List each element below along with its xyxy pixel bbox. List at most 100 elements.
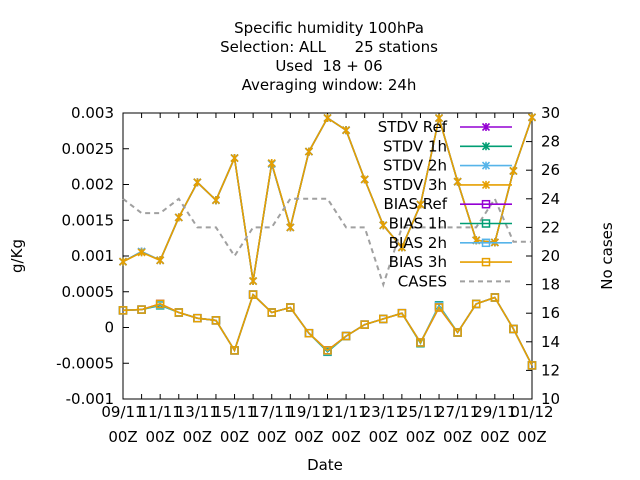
series-line-stdv-1h bbox=[122, 116, 533, 282]
data-point-bias-3h bbox=[490, 293, 500, 302]
x-tick-label-date: 27/11 bbox=[436, 403, 479, 421]
chart-title-line-3: Used 18 + 06 bbox=[275, 57, 382, 75]
x-tick-label-date: 09/11 bbox=[101, 403, 144, 421]
y-tick-label: -0.0005 bbox=[56, 354, 114, 372]
y2-tick-label: 12 bbox=[541, 361, 560, 379]
data-point-stdv-3h bbox=[174, 213, 183, 222]
data-point-bias-3h bbox=[118, 306, 128, 315]
legend-label-bias-3h: BIAS 3h bbox=[389, 253, 447, 271]
data-point-bias-3h bbox=[527, 361, 537, 370]
legend-label-cases: CASES bbox=[398, 272, 447, 290]
series-line-bias-3h bbox=[122, 293, 533, 366]
data-point-bias-3h bbox=[397, 308, 407, 318]
legend-entry-bias-3h: BIAS 3h bbox=[389, 253, 512, 271]
x-tick-label-date: 25/11 bbox=[399, 403, 442, 421]
legend-entry-cases: CASES bbox=[398, 272, 512, 290]
data-point-stdv-3h bbox=[527, 113, 537, 122]
data-point-stdv-3h bbox=[453, 177, 462, 186]
data-point-stdv-3h bbox=[379, 221, 388, 230]
chart-title-line-4: Averaging window: 24h bbox=[242, 76, 417, 94]
x-tick-label-time: 00Z bbox=[257, 428, 286, 446]
y-tick-label: 0.003 bbox=[71, 104, 114, 122]
legend-entry-stdv-3h: STDV 3h bbox=[383, 176, 512, 194]
y2-tick-label: 14 bbox=[541, 333, 560, 351]
legend-entry-stdv-2h: STDV 2h bbox=[383, 157, 512, 175]
y2-tick-label: 22 bbox=[541, 218, 560, 236]
data-point-stdv-3h bbox=[267, 158, 276, 168]
legend-label-stdv-3h: STDV 3h bbox=[383, 176, 447, 194]
x-tick-label-date: 15/11 bbox=[213, 403, 256, 421]
x-tick-label-date: 01/12 bbox=[510, 403, 553, 421]
x-tick-label-time: 00Z bbox=[443, 428, 472, 446]
legend-entry-stdv-1h: STDV 1h bbox=[383, 137, 512, 155]
legend-marker-bias-2h bbox=[481, 238, 491, 248]
data-point-bias-3h bbox=[323, 346, 332, 355]
x-tick-label-time: 00Z bbox=[406, 428, 435, 446]
series-stdv-1h bbox=[118, 113, 537, 286]
x-tick-label-date: 11/11 bbox=[139, 403, 182, 421]
x-tick-label-time: 00Z bbox=[183, 428, 212, 446]
legend-entry-bias-1h: BIAS 1h bbox=[389, 215, 512, 233]
data-point-bias-3h bbox=[471, 299, 481, 309]
data-point-bias-3h bbox=[379, 314, 388, 324]
data-point-bias-3h bbox=[304, 328, 314, 338]
legend-marker-bias-1h bbox=[481, 219, 491, 228]
x-tick-label-time: 00Z bbox=[331, 428, 360, 446]
data-point-stdv-3h bbox=[249, 276, 258, 286]
x-tick-label-date: 23/11 bbox=[362, 403, 405, 421]
data-point-stdv-3h bbox=[342, 126, 351, 135]
data-point-stdv-3h bbox=[509, 166, 518, 175]
x-axis-label: Date bbox=[307, 456, 343, 474]
series-stdv-2h bbox=[118, 113, 537, 286]
y-tick-label: 0.0005 bbox=[62, 283, 115, 301]
series-stdv-3h bbox=[118, 113, 537, 286]
y-tick-label: 0.002 bbox=[71, 176, 114, 194]
legend-marker-stdv-2h bbox=[481, 161, 491, 170]
data-point-bias-3h bbox=[286, 303, 295, 312]
x-tick-label-time: 00Z bbox=[294, 428, 323, 446]
x-tick-label-time: 00Z bbox=[369, 428, 398, 446]
y2-axis-label: No cases bbox=[598, 222, 616, 290]
data-point-stdv-3h bbox=[323, 113, 332, 123]
series-cases bbox=[122, 196, 532, 288]
x-tick-label-date: 13/11 bbox=[176, 403, 219, 421]
series-line-stdv-2h bbox=[122, 116, 533, 282]
data-point-stdv-3h bbox=[397, 243, 406, 252]
legend-marker-stdv-ref bbox=[481, 122, 491, 132]
y2-tick-label: 20 bbox=[541, 247, 560, 265]
legend-marker-bias-3h bbox=[481, 257, 491, 267]
plot-area: -0.001 -0.0005 0 0.0005 0.001 0.0015 0.002 0.00… bbox=[56, 104, 560, 446]
chart-title-line-2: Selection: ALL 25 stations bbox=[220, 38, 438, 56]
series-line-cases bbox=[122, 196, 532, 288]
y-tick-label: 0.001 bbox=[71, 247, 114, 265]
data-point-bias-3h bbox=[434, 303, 444, 312]
x-tick-label-time: 00Z bbox=[517, 428, 546, 446]
y2-tick-label: 30 bbox=[541, 104, 560, 122]
chart-title: Specific humidity 100hPa Selection: ALL … bbox=[220, 19, 438, 94]
series-bias-3h bbox=[118, 290, 537, 370]
data-point-stdv-3h bbox=[156, 256, 165, 265]
data-point-bias-3h bbox=[211, 316, 221, 325]
data-point-bias-3h bbox=[416, 338, 425, 347]
legend-marker-stdv-3h bbox=[481, 180, 491, 189]
data-point-stdv-3h bbox=[230, 153, 239, 163]
data-point-stdv-3h bbox=[360, 175, 369, 184]
data-point-stdv-3h bbox=[137, 248, 146, 257]
legend-marker-stdv-1h bbox=[481, 142, 491, 151]
data-point-bias-3h bbox=[341, 331, 351, 341]
y2-tick-label: 26 bbox=[541, 161, 560, 179]
legend-label-stdv-1h: STDV 1h bbox=[383, 137, 447, 155]
x-tick-label-date: 21/11 bbox=[324, 403, 367, 421]
y-tick-label: 0.0015 bbox=[62, 211, 115, 229]
y2-tick-label: 28 bbox=[541, 133, 560, 151]
data-point-bias-3h bbox=[248, 290, 258, 299]
data-point-stdv-3h bbox=[286, 223, 295, 232]
legend-label-bias-1h: BIAS 1h bbox=[389, 215, 447, 233]
data-point-bias-3h bbox=[137, 305, 146, 314]
series-line-stdv-ref bbox=[122, 116, 533, 282]
legend-entry-bias-2h: BIAS 2h bbox=[389, 234, 512, 252]
data-point-bias-3h bbox=[267, 308, 276, 317]
legend-entry-bias-ref: BIAS Ref bbox=[383, 195, 512, 213]
y2-tick-label: 10 bbox=[541, 390, 560, 408]
